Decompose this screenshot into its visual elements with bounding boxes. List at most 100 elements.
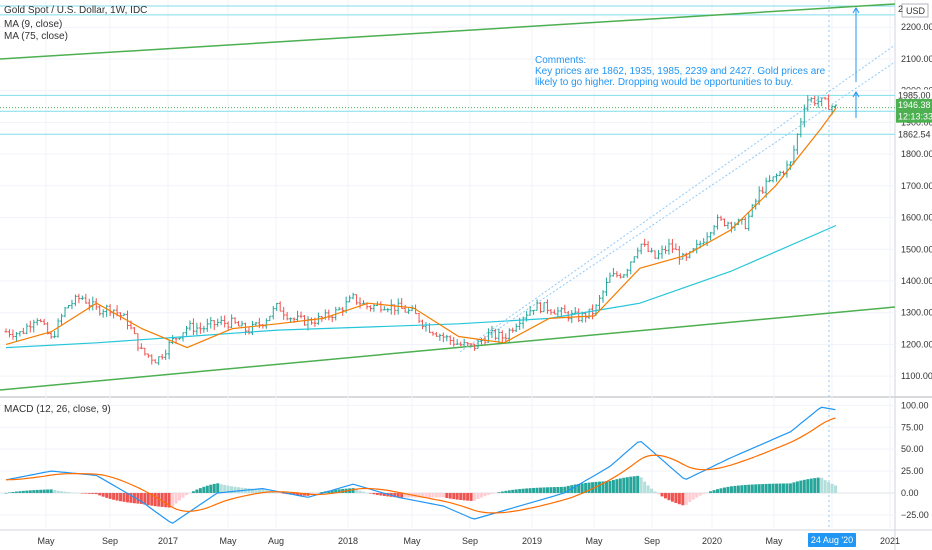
macd-histogram-bar [330, 490, 334, 493]
macd-histogram-bar [431, 492, 435, 498]
comments-line-2: likely to go higher. Dropping would be o… [535, 77, 794, 88]
macd-histogram-bar [434, 492, 438, 498]
macd-histogram-bar [233, 486, 237, 493]
price-tick-label: 2200.00 [901, 22, 932, 32]
macd-tick-label: 50.00 [901, 444, 924, 454]
macd-histogram-bar [622, 477, 626, 493]
macd-histogram-bar [46, 489, 50, 493]
countdown-tag: 12:13:33 [898, 112, 932, 122]
macd-histogram-bar [7, 492, 11, 493]
up-arrow-head [852, 91, 860, 98]
macd-histogram-bar [573, 484, 577, 493]
macd-histogram-bar [657, 492, 661, 495]
macd-histogram-bar [136, 492, 140, 504]
macd-histogram-bar [32, 490, 36, 493]
macd-histogram-bar [448, 492, 452, 499]
macd-histogram-bar [480, 492, 484, 498]
time-tick-label: 2020 [702, 536, 722, 546]
comments-note: Comments: Key prices are 1862, 1935, 198… [535, 55, 825, 88]
macd-histogram-bar [813, 478, 817, 493]
macd-histogram-bar [698, 492, 702, 496]
macd-histogram-bar [313, 492, 317, 494]
macd-histogram-bar [518, 489, 522, 493]
macd-histogram-bar [18, 491, 22, 493]
macd-histogram-bar [445, 492, 449, 499]
macd-histogram-bar [556, 486, 560, 493]
macd-histogram-bar [205, 485, 209, 493]
macd-histogram-bar [39, 489, 43, 493]
macd-histogram-bar [466, 492, 470, 501]
macd-histogram-bar [379, 492, 383, 496]
up-arrow-head [852, 7, 860, 14]
macd-histogram-bar [740, 485, 744, 493]
ma75-legend: MA (75, close) [4, 31, 68, 42]
macd-histogram-bar [407, 492, 411, 498]
time-tick-label: Sep [102, 536, 118, 546]
macd-histogram-bar [823, 480, 827, 493]
macd-histogram-bar [261, 489, 265, 493]
macd-histogram-bar [802, 479, 806, 493]
macd-histogram-bar [212, 483, 216, 493]
level-price-tag-bg [896, 89, 932, 102]
macd-histogram-bar [761, 484, 765, 493]
macd-histogram-bar [427, 492, 431, 498]
macd-histogram-bar [25, 490, 29, 493]
macd-histogram-bar [601, 481, 605, 493]
macd-histogram-bar [830, 483, 834, 493]
macd-histogram-bar [500, 491, 504, 493]
time-tick-label: 2017 [158, 536, 178, 546]
macd-histogram-bar [42, 489, 46, 493]
macd-histogram-bar [105, 492, 109, 498]
macd-histogram-bar [771, 483, 775, 493]
macd-histogram-bar [202, 486, 206, 493]
macd-histogram-bar [702, 492, 706, 495]
macd-histogram-bar [337, 489, 341, 493]
macd-histogram-bar [188, 492, 192, 494]
macd-histogram-bar [615, 479, 619, 493]
price-tick-label: 1200.00 [901, 339, 932, 349]
macd-histogram-bar [28, 490, 32, 493]
macd-histogram-bar [247, 488, 251, 493]
macd-histogram-bar [604, 481, 608, 493]
macd-histogram-bar [670, 492, 674, 502]
macd-histogram-bar [237, 487, 241, 493]
candles-group [4, 94, 838, 366]
macd-legend: MACD (12, 26, close, 9) [4, 404, 111, 415]
macd-histogram-bar [646, 485, 650, 493]
macd-histogram-bar [788, 483, 792, 493]
macd-histogram-bar [587, 482, 591, 493]
macd-tick-label: −25.00 [901, 510, 929, 520]
macd-histogram-bar [528, 488, 532, 493]
level-price-tag-bg [896, 128, 932, 141]
macd-histogram-bar [667, 492, 671, 501]
macd-histogram-bar [584, 482, 588, 493]
macd-histogram-bar [143, 492, 147, 505]
macd-histogram-bar [462, 492, 466, 501]
macd-histogram-bar [549, 487, 553, 493]
macd-histogram-bar [799, 480, 803, 493]
macd-histogram-bar [577, 483, 581, 493]
macd-histogram-bar [792, 482, 796, 493]
macd-histogram-bar [625, 477, 629, 493]
macd-histogram-bar [254, 488, 258, 493]
macd-histogram-bar [174, 492, 178, 504]
macd-histogram-group [4, 475, 838, 508]
macd-histogram-bar [511, 489, 515, 493]
macd-histogram-bar [14, 491, 18, 493]
macd-histogram-bar [372, 492, 376, 495]
macd-histogram-bar [417, 492, 421, 498]
macd-histogram-bar [171, 492, 175, 508]
macd-histogram-bar [580, 483, 584, 493]
macd-histogram-bar [681, 492, 685, 506]
macd-histogram-bar [396, 492, 400, 498]
macd-histogram-bar [809, 478, 813, 493]
macd-histogram-bar [691, 492, 695, 500]
macd-histogram-bar [230, 486, 234, 493]
trend-line [459, 44, 896, 353]
macd-histogram-bar [226, 485, 230, 493]
macd-histogram-bar [764, 483, 768, 493]
time-tick-label: 2019 [522, 536, 542, 546]
macd-histogram-bar [441, 492, 445, 498]
